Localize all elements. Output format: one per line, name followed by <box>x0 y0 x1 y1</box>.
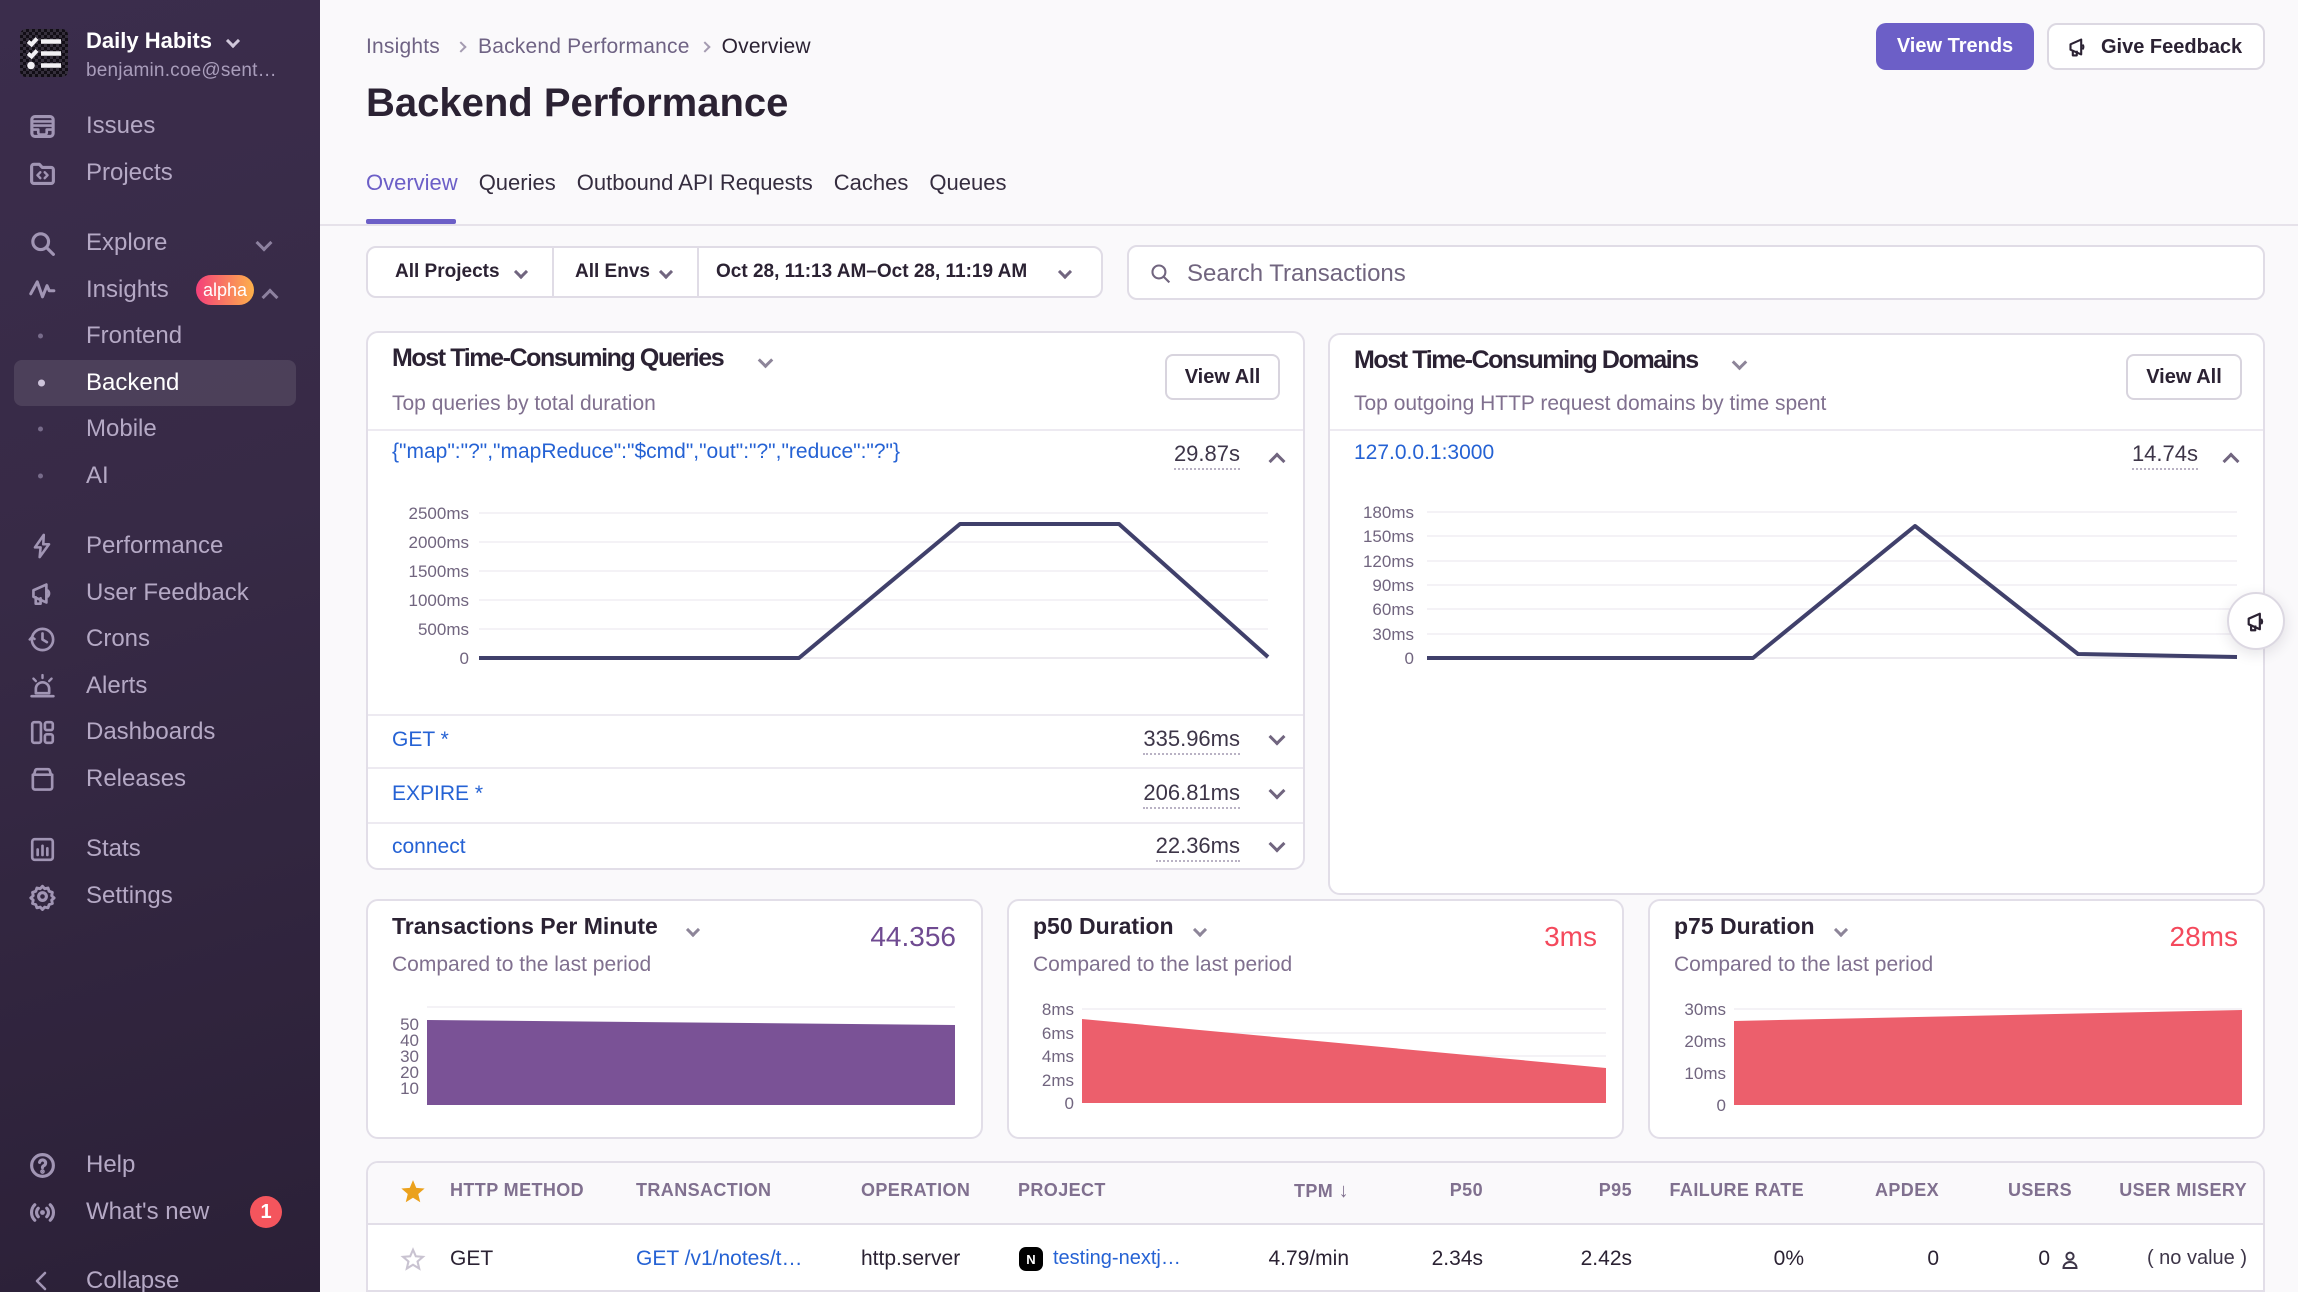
svg-text:150ms: 150ms <box>1363 527 1414 546</box>
svg-text:50: 50 <box>400 1015 419 1034</box>
svg-text:30ms: 30ms <box>1684 1001 1726 1019</box>
svg-text:4ms: 4ms <box>1042 1047 1074 1066</box>
svg-text:60ms: 60ms <box>1372 600 1414 619</box>
svg-text:0: 0 <box>1405 649 1414 668</box>
svg-text:10: 10 <box>400 1079 419 1098</box>
svg-text:0: 0 <box>1717 1096 1726 1115</box>
svg-text:20: 20 <box>400 1063 419 1082</box>
svg-text:2500ms: 2500ms <box>409 504 469 523</box>
svg-text:6ms: 6ms <box>1042 1024 1074 1043</box>
svg-text:90ms: 90ms <box>1372 576 1414 595</box>
svg-text:500ms: 500ms <box>418 620 469 639</box>
svg-text:1000ms: 1000ms <box>409 591 469 610</box>
svg-text:0: 0 <box>1065 1094 1074 1113</box>
svg-text:20ms: 20ms <box>1684 1032 1726 1051</box>
svg-text:10ms: 10ms <box>1684 1064 1726 1083</box>
svg-text:8ms: 8ms <box>1042 1001 1074 1019</box>
svg-text:30ms: 30ms <box>1372 625 1414 644</box>
svg-text:N: N <box>1026 1252 1035 1267</box>
svg-text:2000ms: 2000ms <box>409 533 469 552</box>
svg-text:180ms: 180ms <box>1363 503 1414 522</box>
svg-text:0: 0 <box>460 649 469 668</box>
svg-text:30: 30 <box>400 1047 419 1066</box>
svg-text:1500ms: 1500ms <box>409 562 469 581</box>
svg-text:40: 40 <box>400 1031 419 1050</box>
svg-text:120ms: 120ms <box>1363 552 1414 571</box>
svg-text:2ms: 2ms <box>1042 1071 1074 1090</box>
